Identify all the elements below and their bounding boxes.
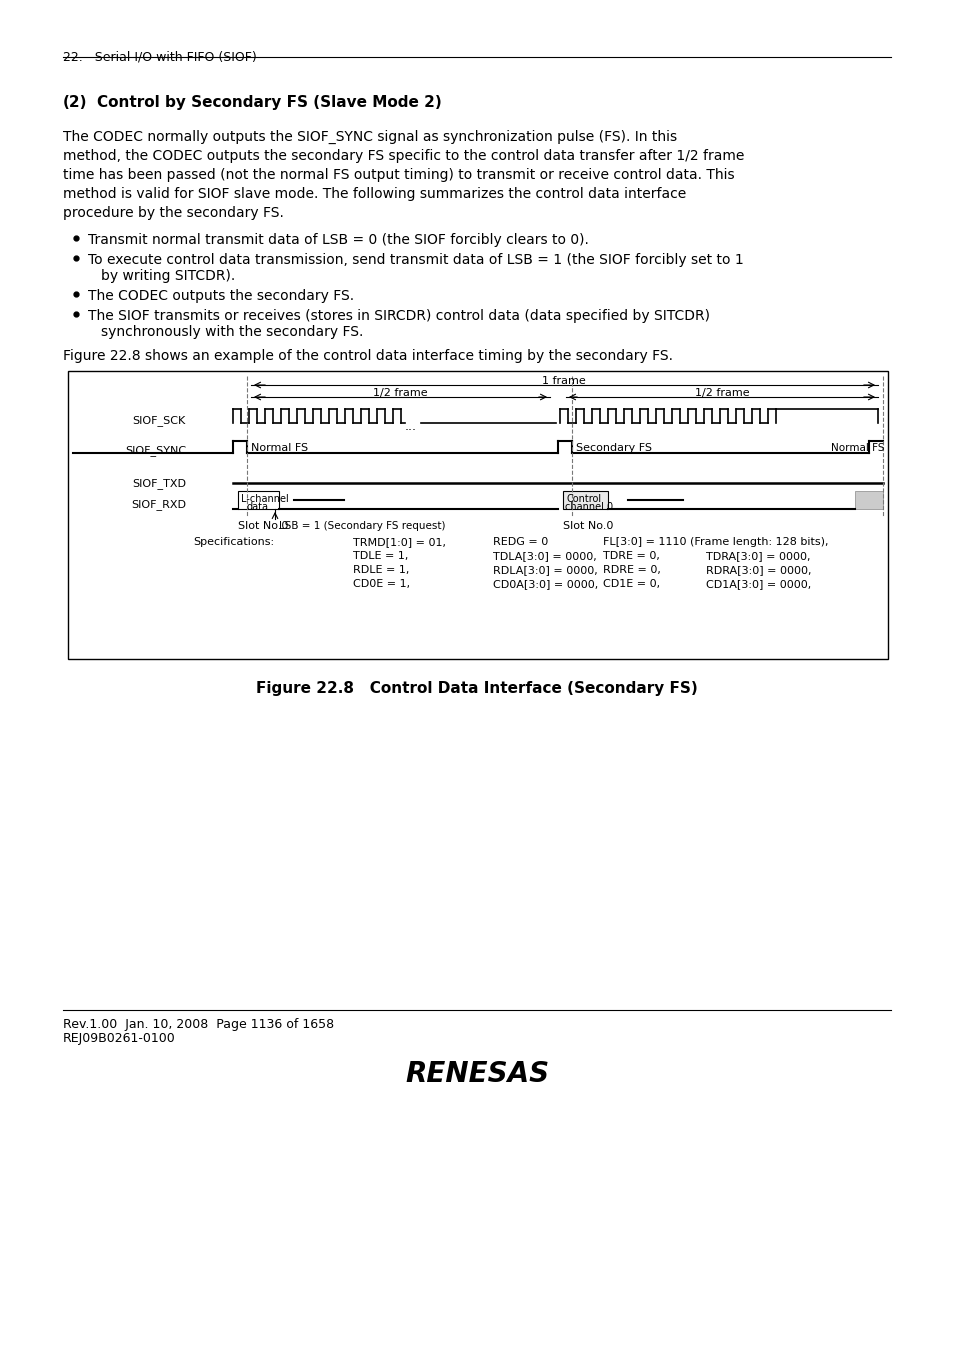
Text: Normal FS: Normal FS — [830, 443, 883, 454]
Text: synchronously with the secondary FS.: synchronously with the secondary FS. — [101, 325, 363, 339]
Text: RENESAS: RENESAS — [404, 1060, 549, 1088]
Text: RDRE = 0,: RDRE = 0, — [602, 566, 660, 575]
Text: Control: Control — [566, 494, 601, 504]
Text: Specifications:: Specifications: — [193, 537, 274, 547]
Text: method, the CODEC outputs the secondary FS specific to the control data transfer: method, the CODEC outputs the secondary … — [63, 148, 743, 163]
Text: CD0A[3:0] = 0000,: CD0A[3:0] = 0000, — [493, 579, 598, 589]
Text: SIOF_TXD: SIOF_TXD — [132, 478, 186, 489]
Text: Secondary FS: Secondary FS — [576, 443, 651, 454]
Text: SIOF_RXD: SIOF_RXD — [131, 500, 186, 510]
Text: time has been passed (not the normal FS output timing) to transmit or receive co: time has been passed (not the normal FS … — [63, 167, 734, 182]
Text: method is valid for SIOF slave mode. The following summarizes the control data i: method is valid for SIOF slave mode. The… — [63, 188, 685, 201]
Text: CD0E = 1,: CD0E = 1, — [353, 579, 410, 589]
Text: TDLE = 1,: TDLE = 1, — [353, 551, 408, 562]
Text: RDLA[3:0] = 0000,: RDLA[3:0] = 0000, — [493, 566, 598, 575]
Text: Figure 22.8 shows an example of the control data interface timing by the seconda: Figure 22.8 shows an example of the cont… — [63, 350, 672, 363]
Text: Normal FS: Normal FS — [251, 443, 308, 454]
Text: LSB = 1 (Secondary FS request): LSB = 1 (Secondary FS request) — [278, 521, 445, 531]
Text: CD1E = 0,: CD1E = 0, — [602, 579, 659, 589]
Bar — [562, 491, 607, 509]
Bar — [237, 491, 278, 509]
Text: data: data — [247, 502, 269, 512]
Text: (2): (2) — [63, 95, 88, 109]
Text: L-channel: L-channel — [241, 494, 289, 504]
Text: REJ09B0261-0100: REJ09B0261-0100 — [63, 1031, 175, 1045]
Text: Slot No.0: Slot No.0 — [237, 521, 288, 531]
Text: To execute control data transmission, send transmit data of LSB = 1 (the SIOF fo: To execute control data transmission, se… — [88, 252, 743, 267]
Text: FL[3:0] = 1110 (Frame length: 128 bits),: FL[3:0] = 1110 (Frame length: 128 bits), — [602, 537, 827, 547]
Text: TDRA[3:0] = 0000,: TDRA[3:0] = 0000, — [705, 551, 810, 562]
Text: Rev.1.00  Jan. 10, 2008  Page 1136 of 1658: Rev.1.00 Jan. 10, 2008 Page 1136 of 1658 — [63, 1018, 334, 1031]
Text: procedure by the secondary FS.: procedure by the secondary FS. — [63, 207, 284, 220]
Text: Figure 22.8   Control Data Interface (Secondary FS): Figure 22.8 Control Data Interface (Seco… — [255, 680, 698, 697]
Text: Transmit normal transmit data of LSB = 0 (the SIOF forcibly clears to 0).: Transmit normal transmit data of LSB = 0… — [88, 234, 588, 247]
Text: TRMD[1:0] = 01,: TRMD[1:0] = 01, — [353, 537, 446, 547]
Bar — [854, 491, 882, 509]
Text: TDLA[3:0] = 0000,: TDLA[3:0] = 0000, — [493, 551, 597, 562]
Text: The SIOF transmits or receives (stores in SIRCDR) control data (data specified b: The SIOF transmits or receives (stores i… — [88, 309, 709, 323]
Text: RDRA[3:0] = 0000,: RDRA[3:0] = 0000, — [705, 566, 811, 575]
Text: REDG = 0: REDG = 0 — [493, 537, 548, 547]
Text: SIOF_SCK: SIOF_SCK — [132, 414, 186, 425]
Text: RDLE = 1,: RDLE = 1, — [353, 566, 409, 575]
Text: by writing SITCDR).: by writing SITCDR). — [101, 269, 235, 284]
Text: The CODEC normally outputs the SIOF_SYNC signal as synchronization pulse (FS). I: The CODEC normally outputs the SIOF_SYNC… — [63, 130, 677, 144]
Text: 1/2 frame: 1/2 frame — [694, 387, 748, 398]
Text: Control by Secondary FS (Slave Mode 2): Control by Secondary FS (Slave Mode 2) — [97, 95, 441, 109]
Text: ...: ... — [405, 420, 416, 433]
Bar — [68, 371, 887, 659]
Text: 22.   Serial I/O with FIFO (SIOF): 22. Serial I/O with FIFO (SIOF) — [63, 50, 256, 63]
Text: The CODEC outputs the secondary FS.: The CODEC outputs the secondary FS. — [88, 289, 354, 302]
Text: TDRE = 0,: TDRE = 0, — [602, 551, 659, 562]
Text: 1/2 frame: 1/2 frame — [373, 387, 427, 398]
Text: SIOF_SYNC: SIOF_SYNC — [125, 446, 186, 456]
Text: channel 0: channel 0 — [564, 502, 613, 512]
Text: 1 frame: 1 frame — [541, 377, 585, 386]
Text: CD1A[3:0] = 0000,: CD1A[3:0] = 0000, — [705, 579, 810, 589]
Text: Slot No.0: Slot No.0 — [562, 521, 613, 531]
